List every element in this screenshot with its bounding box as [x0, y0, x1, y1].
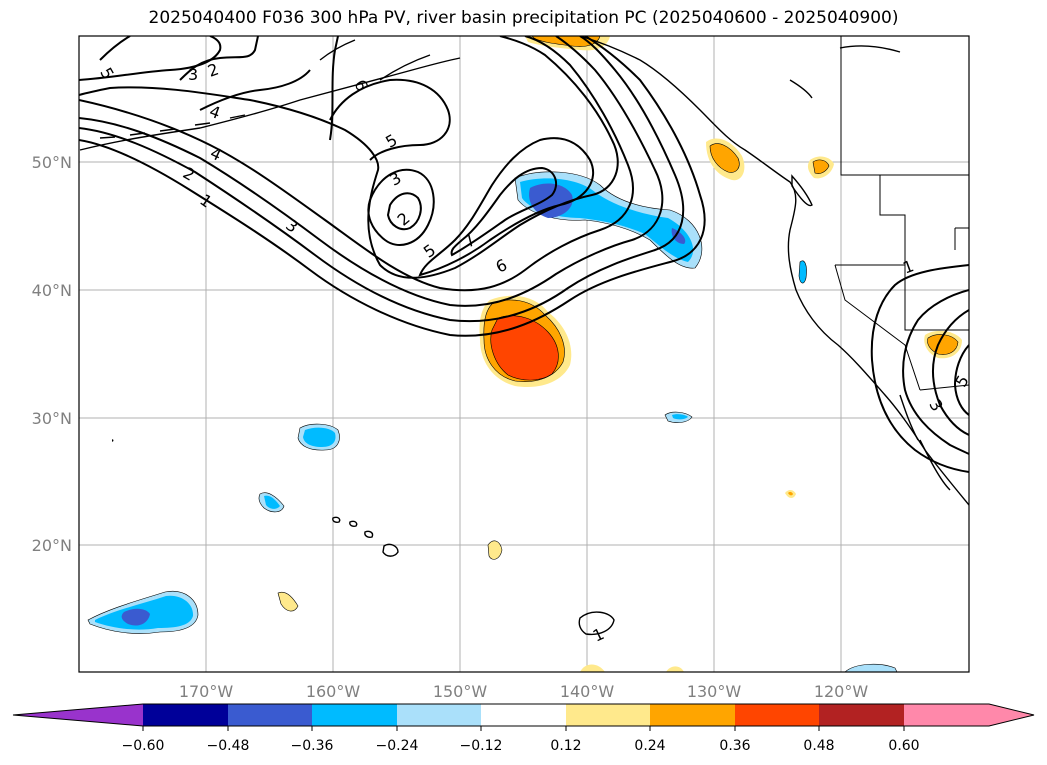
lon-label-120w: 120°W: [814, 682, 869, 701]
lon-label-160w: 160°W: [306, 682, 361, 701]
plot-title: 2025040400 F036 300 hPa PV, river basin …: [148, 8, 899, 28]
pv-contour-8: [367, 168, 435, 246]
map-border: [78, 35, 970, 673]
pv-contour-5: [79, 36, 619, 279]
lat-label-20n: 20°N: [32, 536, 72, 555]
colorbar-over-extension: [989, 704, 1034, 726]
colorbar-segment: [735, 704, 819, 726]
kauai: [332, 516, 341, 523]
colorbar-tick-label: −0.48: [207, 738, 250, 754]
gridlines: [79, 36, 969, 672]
colorbar-tick-label: −0.12: [460, 738, 503, 754]
pv-contour-17: [902, 289, 969, 455]
pv-contour-10: [329, 78, 451, 161]
colorbar-segment: [397, 704, 481, 726]
alaska-peninsula-coast: [79, 57, 461, 151]
colorbar-tick-label: 0.48: [803, 738, 834, 754]
pv-contour-7: [450, 166, 558, 257]
colorbar-segment: [312, 704, 397, 726]
north-america-coast: [579, 36, 969, 506]
colorbar-segment: [566, 704, 650, 726]
colorbar-tick-label: −0.24: [376, 738, 419, 754]
lon-label-140w: 140°W: [560, 682, 615, 701]
lat-label-30n: 30°N: [32, 409, 72, 428]
colorbar-tick-label: 0.60: [888, 738, 919, 754]
pv-contour-19: [953, 344, 969, 416]
vancouver-island: [791, 174, 813, 207]
longitude-labels: 170°W 160°W 150°W 140°W 130°W 120°W: [179, 682, 869, 701]
lat-label-40n: 40°N: [32, 281, 72, 300]
pv-contour-16: [870, 264, 969, 473]
pv-contour-2: [79, 36, 685, 323]
pv-contours: [79, 36, 969, 473]
pv-contour-18: [932, 309, 969, 436]
pv-contour-13: [99, 36, 131, 61]
pv-contour-15: [199, 69, 311, 111]
hawaii-big-island: [382, 543, 399, 557]
pv-contour-14: [179, 36, 259, 81]
colorbar-tick-label: −0.60: [122, 738, 165, 754]
pv-contour-9: [386, 192, 422, 231]
aleutian-islands: [99, 114, 246, 139]
lon-label-150w: 150°W: [433, 682, 488, 701]
colorbar-tick-label: −0.36: [291, 738, 334, 754]
coastlines: [79, 36, 969, 636]
colorbar-segment: [904, 704, 989, 726]
colorbar-segment: [481, 704, 566, 726]
maui: [364, 530, 374, 538]
colorbar-segment: [819, 704, 904, 726]
lon-label-130w: 130°W: [687, 682, 742, 701]
latitude-labels: 50°N 40°N 30°N 20°N: [32, 153, 72, 555]
colorbar-segment: [650, 704, 735, 726]
colorbar-segment: [228, 704, 312, 726]
pv-contour-1: [79, 36, 706, 337]
strong-positive-central: [490, 315, 559, 381]
precip-pc-fields: [87, 36, 962, 672]
pv-contour-6: [418, 137, 595, 277]
colorbar-tick-label: 0.24: [634, 738, 665, 754]
colorbar-tick-label: 0.36: [719, 738, 750, 754]
colorbar: −0.60 −0.48 −0.36 −0.24 −0.12 0.12 0.24 …: [12, 703, 1035, 754]
pv-contour-11: [329, 36, 339, 141]
oahu: [349, 520, 358, 527]
colorbar-tick-label: 0.12: [550, 738, 581, 754]
colorbar-segment: [143, 704, 228, 726]
pv-contour-3: [79, 36, 664, 307]
strong-negative-gulf: [529, 183, 573, 218]
lon-label-170w: 170°W: [179, 682, 234, 701]
pv-contour-4: [79, 36, 634, 292]
colorbar-under-extension: [13, 704, 143, 726]
lat-label-50n: 50°N: [32, 153, 72, 172]
contour-label: 3: [188, 65, 198, 84]
